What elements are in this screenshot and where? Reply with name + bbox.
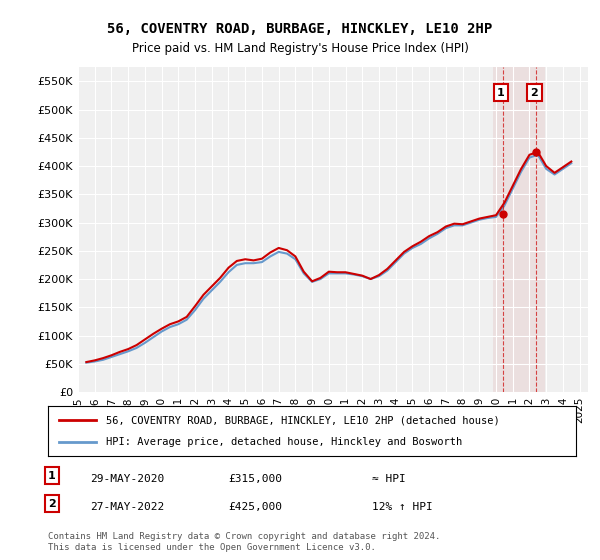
- Text: HPI: Average price, detached house, Hinckley and Bosworth: HPI: Average price, detached house, Hinc…: [106, 437, 463, 447]
- Text: £425,000: £425,000: [228, 502, 282, 512]
- Text: ≈ HPI: ≈ HPI: [372, 474, 406, 484]
- Text: 27-MAY-2022: 27-MAY-2022: [90, 502, 164, 512]
- Text: £315,000: £315,000: [228, 474, 282, 484]
- Text: 56, COVENTRY ROAD, BURBAGE, HINCKLEY, LE10 2HP (detached house): 56, COVENTRY ROAD, BURBAGE, HINCKLEY, LE…: [106, 415, 500, 425]
- Text: 2: 2: [48, 499, 56, 509]
- Text: 1: 1: [497, 87, 505, 97]
- Text: 56, COVENTRY ROAD, BURBAGE, HINCKLEY, LE10 2HP: 56, COVENTRY ROAD, BURBAGE, HINCKLEY, LE…: [107, 22, 493, 36]
- Text: Contains HM Land Registry data © Crown copyright and database right 2024.
This d: Contains HM Land Registry data © Crown c…: [48, 532, 440, 552]
- Text: 12% ↑ HPI: 12% ↑ HPI: [372, 502, 433, 512]
- Text: Price paid vs. HM Land Registry's House Price Index (HPI): Price paid vs. HM Land Registry's House …: [131, 42, 469, 55]
- Text: 29-MAY-2020: 29-MAY-2020: [90, 474, 164, 484]
- Text: 2: 2: [530, 87, 538, 97]
- Text: 1: 1: [48, 471, 56, 481]
- Bar: [493, 67, 545, 392]
